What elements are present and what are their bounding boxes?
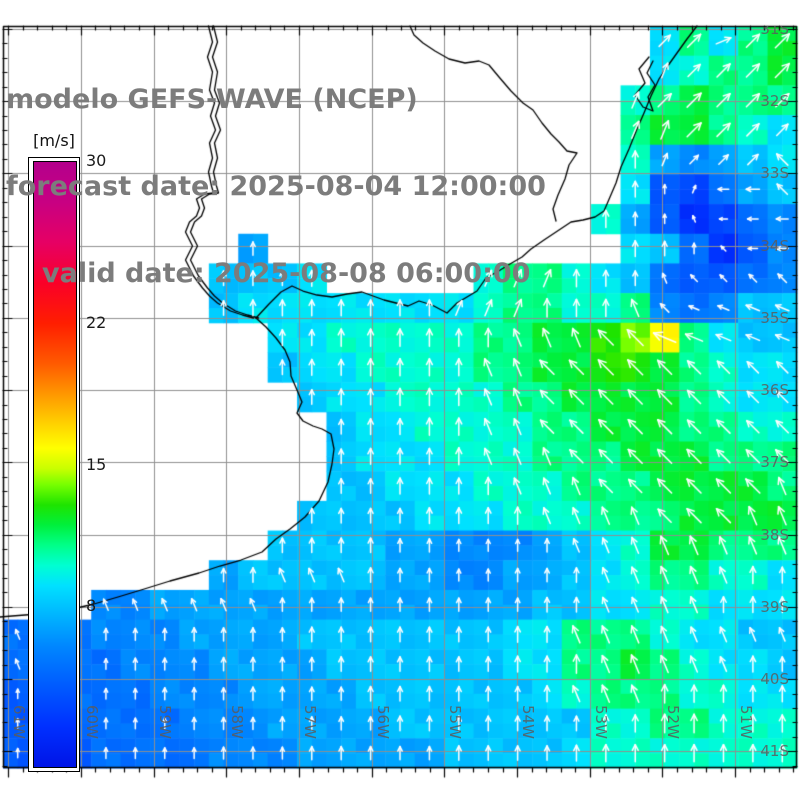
- forecast-date: forecast date: 2025-08-04 12:00:00: [6, 171, 546, 202]
- colorbar-tick-label: 30: [86, 151, 107, 170]
- colorbar: [28, 157, 80, 772]
- colorbar-tick-label: 22: [86, 312, 107, 332]
- colorbar-unit-label: [m/s]: [33, 131, 75, 150]
- colorbar-tick-label: 15: [86, 454, 107, 474]
- colorbar-tick-label: 8: [86, 596, 97, 616]
- plot-title-block: modelo GEFS-WAVE (NCEP) forecast date: 2…: [6, 27, 546, 317]
- model-title: modelo GEFS-WAVE (NCEP): [6, 84, 418, 115]
- colorbar-gradient: [33, 161, 77, 768]
- valid-date: valid date: 2025-08-08 06:00:00: [42, 258, 531, 289]
